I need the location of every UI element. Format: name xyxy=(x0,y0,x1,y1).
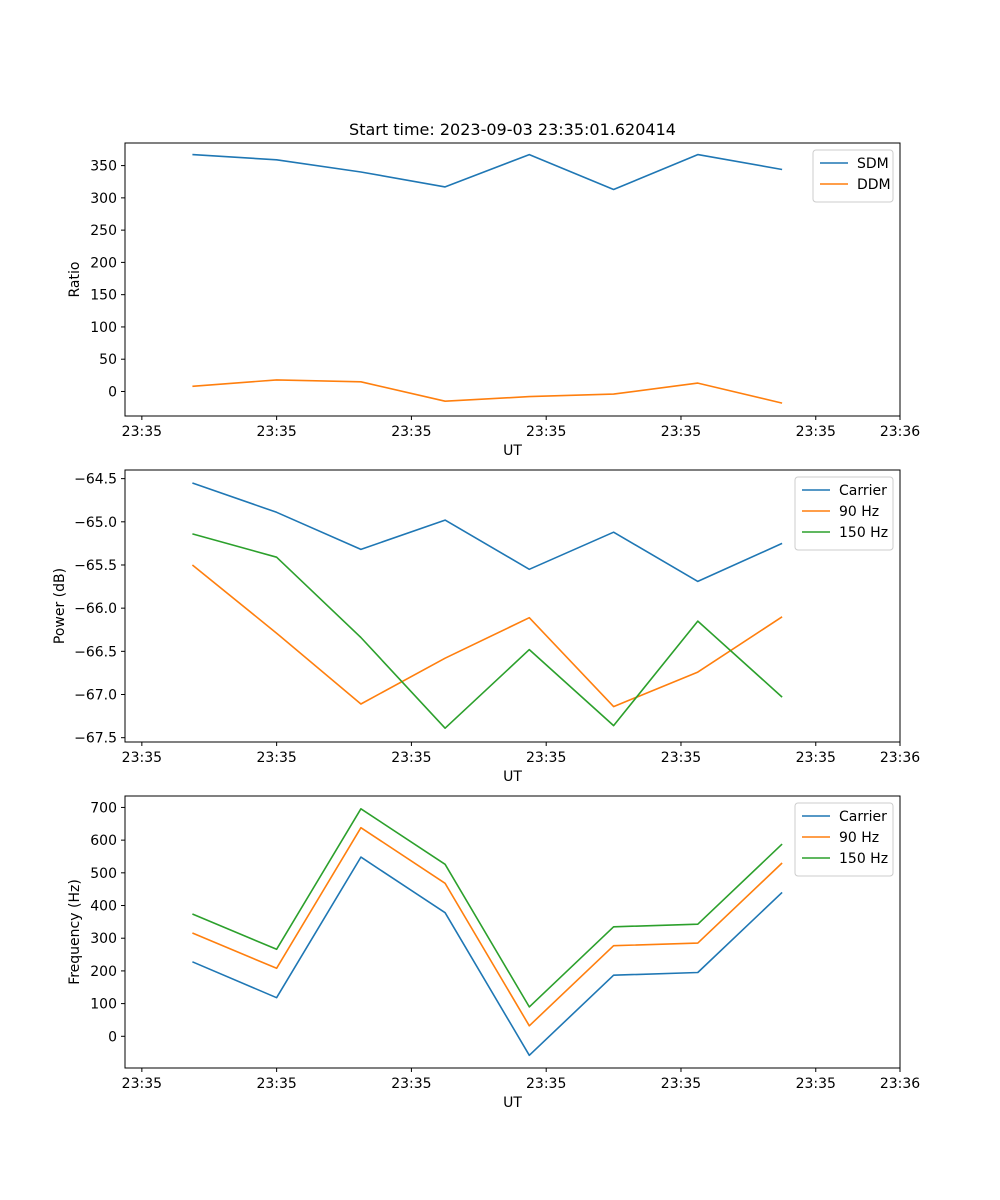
legend: SDM DDM xyxy=(812,149,894,203)
legend-label: 150 Hz xyxy=(839,851,888,867)
x-tick-label: 23:35 xyxy=(796,424,836,440)
chart-panel-2: 23:35 23:35 23:35 23:35 23:35 23:35 23:36 −67.5… xyxy=(52,469,920,785)
legend-label: 90 Hz xyxy=(839,504,879,520)
series-line-ddm xyxy=(192,379,783,404)
y-tick-label: −66.5 xyxy=(74,644,117,660)
y-tick-label: 300 xyxy=(90,191,117,207)
series-line-150-hz xyxy=(192,807,783,1008)
x-tick-label: 23:36 xyxy=(880,1076,920,1092)
x-tick-label: 23:35 xyxy=(122,750,162,766)
y-tick-label: 50 xyxy=(99,352,117,368)
x-tick-label: 23:35 xyxy=(526,750,566,766)
y-tick-label: 200 xyxy=(90,255,117,271)
x-tick-label: 23:35 xyxy=(256,750,296,766)
y-axis-label: Ratio xyxy=(67,262,83,298)
legend-label: Carrier xyxy=(839,809,887,825)
y-tick-label: 700 xyxy=(90,800,117,816)
y-axis-label: Power (dB) xyxy=(52,568,68,644)
x-tick-label: 23:35 xyxy=(796,750,836,766)
y-tick-label: −64.5 xyxy=(74,472,117,488)
y-tick-label: 0 xyxy=(108,384,117,400)
y-tick-label: 250 xyxy=(90,223,117,239)
legend: Carrier 90 Hz 150 Hz xyxy=(794,476,894,551)
y-tick-label: −65.0 xyxy=(74,515,117,531)
x-tick-label: 23:35 xyxy=(122,1076,162,1092)
legend-label: 90 Hz xyxy=(839,830,879,846)
x-tick-label: 23:35 xyxy=(122,424,162,440)
legend-label: Carrier xyxy=(839,483,887,499)
x-axis-label: UT xyxy=(503,769,522,785)
plot-frame xyxy=(124,142,901,417)
x-tick-label: 23:35 xyxy=(391,1076,431,1092)
series-line-carrier xyxy=(192,856,783,1057)
chart-panel-1: Start time: 2023-09-03 23:35:01.620414 23… xyxy=(67,120,920,459)
y-tick-label: 600 xyxy=(90,833,117,849)
x-tick-label: 23:35 xyxy=(391,750,431,766)
y-tick-label: 100 xyxy=(90,997,117,1013)
x-tick-label: 23:36 xyxy=(880,424,920,440)
y-tick-label: −66.0 xyxy=(74,601,117,617)
legend-label: SDM xyxy=(857,156,889,172)
x-tick-label: 23:35 xyxy=(796,1076,836,1092)
series-line-carrier xyxy=(192,482,783,583)
legend-label: 150 Hz xyxy=(839,525,888,541)
x-tick-label: 23:35 xyxy=(661,424,701,440)
chart-panel-3: 23:35 23:35 23:35 23:35 23:35 23:35 23:36 0 100 2… xyxy=(67,795,920,1111)
y-tick-label: 0 xyxy=(108,1029,117,1045)
y-tick-label: −67.5 xyxy=(74,731,117,747)
x-tick-label: 23:35 xyxy=(256,424,296,440)
x-tick-label: 23:35 xyxy=(661,1076,701,1092)
series-line-sdm xyxy=(192,153,783,191)
plot-frame xyxy=(124,469,901,743)
x-tick-label: 23:36 xyxy=(880,750,920,766)
x-axis-label: UT xyxy=(503,1095,522,1111)
series-line-90-hz xyxy=(192,826,783,1027)
x-tick-label: 23:35 xyxy=(526,424,566,440)
y-tick-label: 400 xyxy=(90,899,117,915)
x-tick-label: 23:35 xyxy=(256,1076,296,1092)
x-tick-label: 23:35 xyxy=(526,1076,566,1092)
series-line-90-hz xyxy=(191,564,783,708)
series-line-150-hz xyxy=(192,533,783,730)
y-tick-label: 350 xyxy=(90,159,117,175)
y-axis-label: Frequency (Hz) xyxy=(67,879,83,985)
legend-label: DDM xyxy=(857,177,891,193)
y-tick-label: 100 xyxy=(90,320,117,336)
legend: Carrier 90 Hz 150 Hz xyxy=(794,802,894,877)
y-tick-label: −67.0 xyxy=(74,688,117,704)
x-tick-label: 23:35 xyxy=(391,424,431,440)
x-axis-label: UT xyxy=(503,443,522,459)
plot-frame xyxy=(124,795,901,1069)
y-tick-label: 150 xyxy=(90,288,117,304)
y-tick-label: 500 xyxy=(90,866,117,882)
x-tick-label: 23:35 xyxy=(661,750,701,766)
y-tick-label: 200 xyxy=(90,964,117,980)
y-tick-label: −65.5 xyxy=(74,558,117,574)
y-tick-label: 300 xyxy=(90,931,117,947)
chart-title: Start time: 2023-09-03 23:35:01.620414 xyxy=(349,120,676,139)
